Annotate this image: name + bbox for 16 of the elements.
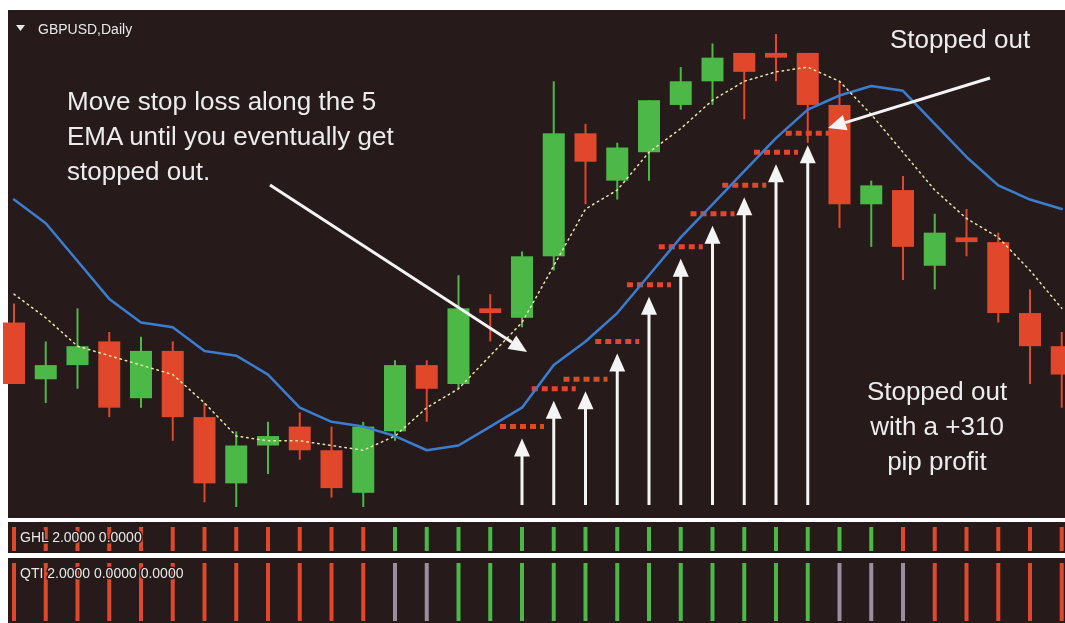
candlestick xyxy=(733,51,756,121)
candlestick xyxy=(66,307,89,390)
annotation: Stopped out xyxy=(889,24,1031,54)
annotation: Stopped out with a +310 pip profit xyxy=(866,376,1008,476)
candlestick xyxy=(701,42,724,106)
candlestick xyxy=(860,179,883,248)
candlestick xyxy=(415,359,438,423)
candlestick xyxy=(288,411,311,461)
candlestick xyxy=(479,293,502,343)
candlestick xyxy=(257,420,279,475)
candlestick xyxy=(765,33,787,83)
candlestick xyxy=(34,340,57,404)
chart-title: GBPUSD,Daily xyxy=(38,21,133,37)
candlestick xyxy=(955,208,978,258)
candlestick xyxy=(669,66,692,111)
annotation: Move stop loss along the 5 EMA until you eventually get stopped out. xyxy=(67,86,395,186)
